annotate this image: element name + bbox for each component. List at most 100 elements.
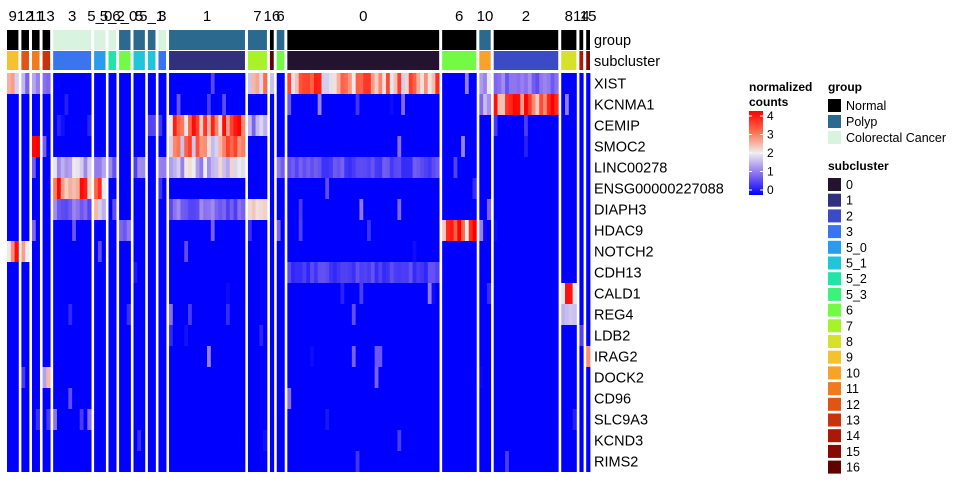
heatmap-cell <box>133 409 138 430</box>
subcluster-legend-swatch <box>828 225 841 239</box>
heatmap-cell <box>363 430 368 451</box>
heatmap-cell <box>119 304 124 325</box>
subcluster-legend-swatch <box>828 178 841 191</box>
heatmap-cell <box>10 241 15 262</box>
heatmap-cell <box>122 94 128 115</box>
heatmap-cell <box>317 178 322 199</box>
heatmap-cell <box>568 157 574 178</box>
heatmap-cell <box>401 241 406 262</box>
heatmap-cell <box>294 262 300 283</box>
heatmap-cell <box>75 241 81 262</box>
heatmap-cell <box>147 388 153 409</box>
heatmap-cell <box>101 94 106 115</box>
heatmap-cell <box>340 262 345 283</box>
heatmap-cell <box>42 409 47 430</box>
heatmap-cell <box>162 73 167 94</box>
heatmap-cell <box>83 241 88 262</box>
heatmap-cell <box>210 283 215 304</box>
heatmap-cell <box>524 388 529 409</box>
subcluster-legend-swatch <box>828 366 841 380</box>
heatmap-cell <box>325 346 330 367</box>
heatmap-cell <box>468 157 473 178</box>
heatmap-cell <box>60 409 65 430</box>
heatmap-cell <box>520 451 525 472</box>
heatmap-cell <box>147 241 153 262</box>
heatmap-cell <box>10 388 15 409</box>
subcluster-legend-label: 16 <box>846 461 860 475</box>
heatmap-cell <box>401 388 406 409</box>
heatmap-cell <box>325 241 330 262</box>
heatmap-cell <box>355 325 360 346</box>
heatmap-cell <box>374 220 379 241</box>
heatmap-cell <box>336 367 341 388</box>
heatmap-cell <box>247 325 253 346</box>
heatmap-cell <box>561 304 566 325</box>
heatmap-cell <box>401 199 406 220</box>
heatmap-cell <box>158 367 163 388</box>
heatmap-cell <box>483 409 488 430</box>
subcluster-legend-label: 8 <box>846 335 853 349</box>
heatmap-cell <box>512 199 517 220</box>
heatmap-cell <box>505 136 510 157</box>
heatmap-cell <box>276 283 281 304</box>
heatmap-cell <box>210 220 215 241</box>
heatmap-cell <box>527 451 533 472</box>
heatmap-cell <box>531 388 536 409</box>
heatmap-cell <box>83 73 88 94</box>
heatmap-cell <box>306 430 311 451</box>
heatmap-cell <box>151 136 156 157</box>
heatmap-cell <box>56 73 62 94</box>
heatmap-cell <box>276 388 281 409</box>
heatmap-cell <box>561 178 566 199</box>
heatmap-cell <box>393 325 398 346</box>
heatmap-cell <box>483 73 488 94</box>
heatmap-cell <box>21 367 26 388</box>
heatmap-cell <box>269 367 275 388</box>
heatmap-cell <box>572 430 577 451</box>
heatmap-cell <box>539 178 544 199</box>
heatmap-cell <box>359 115 364 136</box>
heatmap-cell <box>147 115 153 136</box>
heatmap-cell <box>203 136 208 157</box>
heatmap-cell <box>344 325 349 346</box>
heatmap-cell <box>332 451 338 472</box>
heatmap-cell <box>420 367 425 388</box>
heatmap-cell <box>468 178 473 199</box>
heatmap-cell <box>501 409 506 430</box>
heatmap-cell <box>464 199 470 220</box>
heatmap-cell <box>184 304 189 325</box>
heatmap-cell <box>141 94 146 115</box>
cluster-label: 12 <box>17 8 34 25</box>
heatmap-cell <box>241 283 246 304</box>
gene-label: SLC9A3 <box>594 413 648 429</box>
heatmap-cell <box>445 136 451 157</box>
heatmap-cell <box>214 430 219 451</box>
heatmap-cell <box>108 241 113 262</box>
heatmap-cell <box>461 136 466 157</box>
heatmap-cell <box>531 346 536 367</box>
heatmap-cell <box>389 304 395 325</box>
heatmap-cell <box>229 325 234 346</box>
heatmap-cell <box>122 388 128 409</box>
heatmap-cell <box>535 262 540 283</box>
heatmap-cell <box>176 346 181 367</box>
heatmap-cell <box>550 430 555 451</box>
heatmap-cell <box>294 199 300 220</box>
gene-label: CD96 <box>594 392 631 408</box>
heatmap-cell <box>382 409 387 430</box>
heatmap-cell <box>527 388 533 409</box>
heatmap-cell <box>363 115 368 136</box>
heatmap-cell <box>321 199 326 220</box>
heatmap-cell <box>180 220 185 241</box>
heatmap-cell <box>79 262 84 283</box>
subcluster-row-label: subcluster <box>594 54 660 70</box>
heatmap-cell <box>554 199 559 220</box>
heatmap-cell <box>191 220 197 241</box>
heatmap-cell <box>505 157 510 178</box>
heatmap-cell <box>10 94 15 115</box>
heatmap-cell <box>423 220 429 241</box>
heatmap-cell <box>359 220 364 241</box>
heatmap-cell <box>486 262 492 283</box>
heatmap-cell <box>176 262 181 283</box>
heatmap-cell <box>416 325 421 346</box>
